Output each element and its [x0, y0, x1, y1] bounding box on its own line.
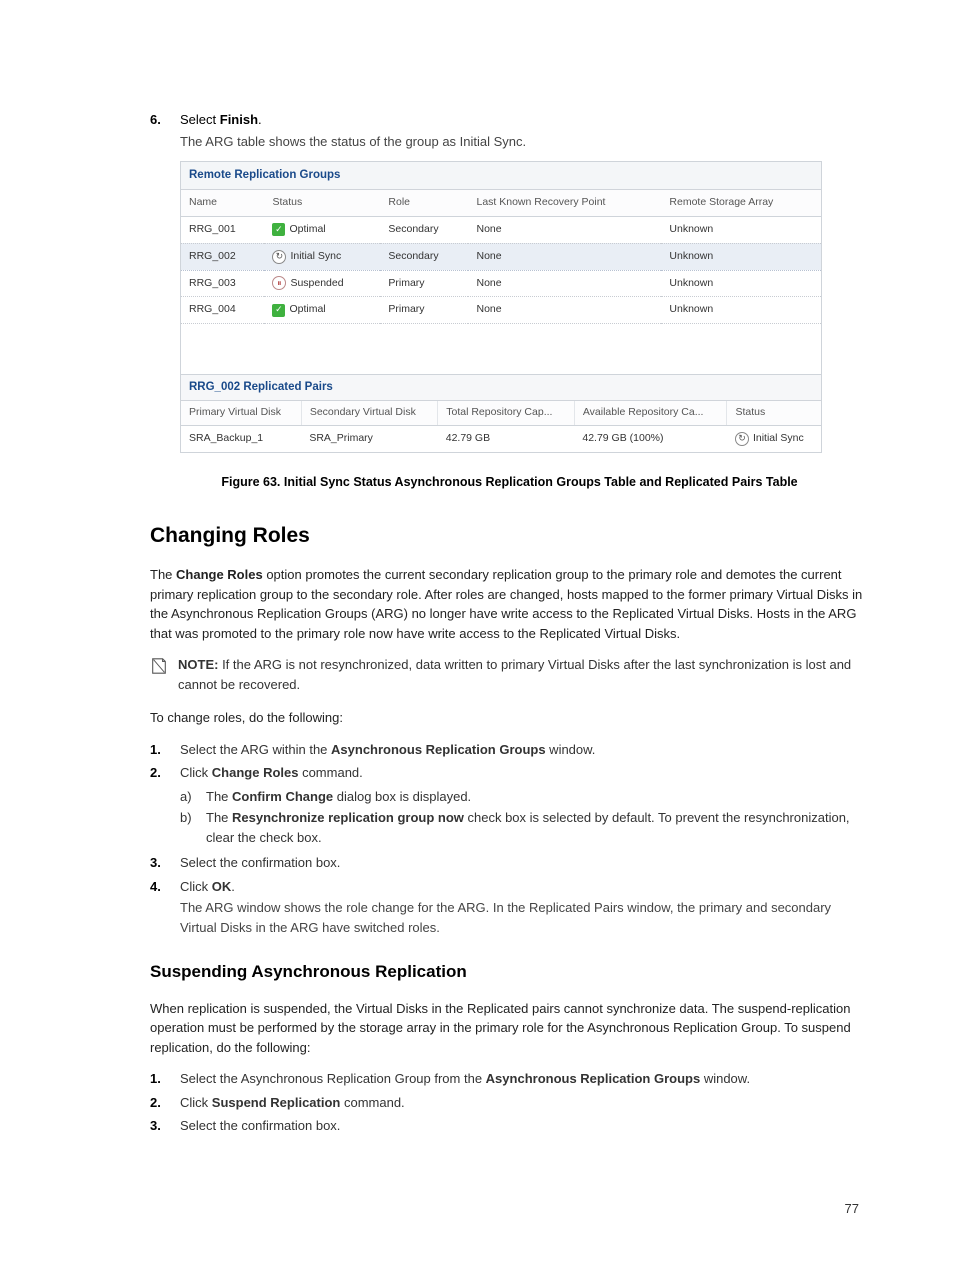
note-block: NOTE: If the ARG is not resynchronized, … [150, 655, 869, 694]
check-icon: ✓ [272, 223, 285, 236]
arg-cell-rsa: Unknown [661, 270, 821, 297]
cr-step-2-subs: a) The Confirm Change dialog box is disp… [180, 787, 869, 848]
page: 6. Select Finish. The ARG table shows th… [0, 0, 954, 1268]
sync-icon: ↻ [272, 250, 286, 264]
arg-cell-status: ✓Optimal [264, 297, 380, 324]
arg-col-status: Status [264, 190, 380, 216]
arg-cell-status: ⏸Suspended [264, 270, 380, 297]
figure-caption: Figure 63. Initial Sync Status Asynchron… [150, 473, 869, 492]
step-6: 6. Select Finish. The ARG table shows th… [150, 110, 869, 151]
arg-cell-role: Primary [380, 297, 468, 324]
arg-cell-name: RRG_004 [181, 297, 264, 324]
pairs-col-trc: Total Repository Cap... [438, 401, 575, 425]
pairs-pvd: SRA_Backup_1 [181, 426, 301, 452]
arg-cell-status: ↻Initial Sync [264, 243, 380, 270]
arg-cell-role: Secondary [380, 217, 468, 244]
step6-subtext: The ARG table shows the status of the gr… [180, 132, 869, 152]
check-icon: ✓ [272, 304, 285, 317]
note-icon [150, 657, 168, 694]
arg-panel-title: Remote Replication Groups [181, 162, 821, 190]
pairs-row: SRA_Backup_1 SRA_Primary 42.79 GB 42.79 … [181, 426, 821, 452]
arg-cell-name: RRG_001 [181, 217, 264, 244]
arg-col-lkrp: Last Known Recovery Point [468, 190, 661, 216]
pairs-col-arc: Available Repository Ca... [574, 401, 727, 425]
change-roles-intro: To change roles, do the following: [150, 708, 869, 728]
pairs-col-status: Status [727, 401, 821, 425]
changing-roles-heading: Changing Roles [150, 520, 869, 552]
arg-gap [181, 324, 821, 374]
arg-cell-rsa: Unknown [661, 217, 821, 244]
suspending-paragraph: When replication is suspended, the Virtu… [150, 999, 869, 1058]
pairs-col-pvd: Primary Virtual Disk [181, 401, 301, 425]
arg-row: RRG_002↻Initial SyncSecondaryNoneUnknown [181, 243, 821, 270]
step6-lead: Select Finish. [180, 110, 869, 130]
arg-col-role: Role [380, 190, 468, 216]
note-text: NOTE: If the ARG is not resynchronized, … [178, 655, 869, 694]
arg-cell-name: RRG_002 [181, 243, 264, 270]
arg-cell-role: Primary [380, 270, 468, 297]
pairs-status: ↻ Initial Sync [727, 426, 821, 452]
pause-icon: ⏸ [272, 276, 286, 290]
cr-step-1: 1. Select the ARG within the Asynchronou… [150, 740, 869, 760]
arg-col-rsa: Remote Storage Array [661, 190, 821, 216]
arg-col-name: Name [181, 190, 264, 216]
pairs-col-svd: Secondary Virtual Disk [301, 401, 437, 425]
cr-step-2b: b) The Resynchronize replication group n… [180, 808, 869, 847]
susp-step-3: 3. Select the confirmation box. [150, 1116, 869, 1136]
cr-step-4-sub: The ARG window shows the role change for… [180, 898, 869, 937]
arg-table: Name Status Role Last Known Recovery Poi… [181, 190, 821, 324]
pairs-arc: 42.79 GB (100%) [574, 426, 727, 452]
arg-cell-lkrp: None [468, 217, 661, 244]
arg-cell-lkrp: None [468, 243, 661, 270]
pairs-trc: 42.79 GB [438, 426, 575, 452]
suspending-heading: Suspending Asynchronous Replication [150, 959, 869, 985]
susp-step-1: 1. Select the Asynchronous Replication G… [150, 1069, 869, 1089]
arg-cell-role: Secondary [380, 243, 468, 270]
pairs-svd: SRA_Primary [301, 426, 437, 452]
susp-step-2: 2. Click Suspend Replication command. [150, 1093, 869, 1113]
pairs-title: RRG_002 Replicated Pairs [181, 374, 821, 401]
arg-row: RRG_003⏸SuspendedPrimaryNoneUnknown [181, 270, 821, 297]
arg-cell-lkrp: None [468, 297, 661, 324]
page-number: 77 [845, 1199, 859, 1219]
cr-step-4: 4. Click OK. The ARG window shows the ro… [150, 877, 869, 938]
arg-cell-rsa: Unknown [661, 243, 821, 270]
arg-cell-name: RRG_003 [181, 270, 264, 297]
arg-row: RRG_004✓OptimalPrimaryNoneUnknown [181, 297, 821, 324]
cr-step-3: 3. Select the confirmation box. [150, 853, 869, 873]
arg-cell-rsa: Unknown [661, 297, 821, 324]
cr-step-2a: a) The Confirm Change dialog box is disp… [180, 787, 869, 807]
arg-screenshot-panel: Remote Replication Groups Name Status Ro… [180, 161, 822, 453]
arg-cell-status: ✓Optimal [264, 217, 380, 244]
sync-icon: ↻ [735, 432, 749, 446]
cr-step-2: 2. Click Change Roles command. a) The Co… [150, 763, 869, 849]
changing-roles-paragraph: The Change Roles option promotes the cur… [150, 565, 869, 643]
arg-cell-lkrp: None [468, 270, 661, 297]
arg-row: RRG_001✓OptimalSecondaryNoneUnknown [181, 217, 821, 244]
pairs-table: Primary Virtual Disk Secondary Virtual D… [181, 401, 821, 452]
step6-number: 6. [150, 110, 180, 151]
